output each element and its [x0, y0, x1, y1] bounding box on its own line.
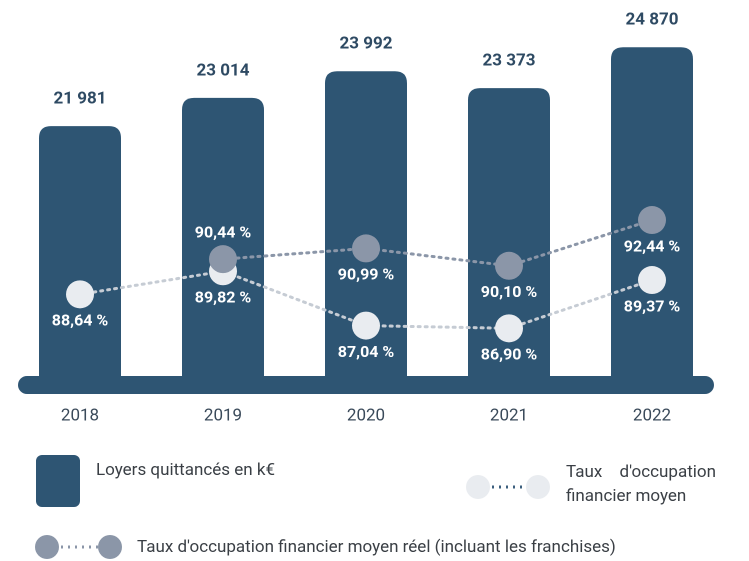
- bar-label: 23 992: [340, 34, 393, 54]
- bar-label: 24 870: [626, 10, 679, 30]
- bar-label: 23 373: [483, 51, 536, 71]
- point-label: 90,44 %: [195, 222, 252, 241]
- x-tick-label: 2018: [61, 405, 99, 425]
- point: [495, 314, 523, 343]
- bar: [468, 88, 550, 385]
- point: [352, 311, 380, 340]
- point-label: 89,82 %: [195, 287, 252, 306]
- legend-dot-dark: [35, 535, 59, 559]
- point-label: 90,99 %: [338, 265, 395, 284]
- point: [495, 251, 523, 280]
- x-tick-label: 2019: [204, 405, 242, 425]
- line: [78, 269, 654, 330]
- x-tick-label: 2021: [490, 405, 528, 425]
- legend-label: Taux d'occupation financier moyen: [566, 462, 716, 506]
- point-label: 90,10 %: [481, 282, 538, 301]
- point: [209, 245, 237, 274]
- point-label: 87,04 %: [338, 342, 395, 361]
- point: [638, 206, 666, 235]
- legend-label: Taux d'occupation financier moyen réel (…: [137, 537, 616, 557]
- legend-dot-light: [466, 475, 490, 499]
- point-label: 89,37 %: [624, 296, 681, 315]
- legend-dot-dark: [98, 535, 122, 559]
- point: [638, 266, 666, 295]
- point: [66, 280, 94, 309]
- point-label: 88,64 %: [52, 311, 109, 330]
- bar: [182, 97, 264, 386]
- legend-label: Loyers quittancés en k€: [96, 460, 276, 480]
- bar: [325, 71, 407, 385]
- bar-label: 23 014: [197, 60, 250, 80]
- point-label: 92,44 %: [624, 236, 681, 255]
- bar: [39, 126, 121, 385]
- point-label: 86,90 %: [481, 345, 538, 364]
- x-tick-label: 2020: [347, 405, 385, 425]
- legend-swatch-bar: [36, 455, 80, 507]
- point: [352, 234, 380, 263]
- bar-label: 21 981: [54, 89, 107, 109]
- line: [221, 218, 654, 268]
- x-tick-label: 2022: [633, 405, 671, 425]
- legend-dot-light: [526, 475, 550, 499]
